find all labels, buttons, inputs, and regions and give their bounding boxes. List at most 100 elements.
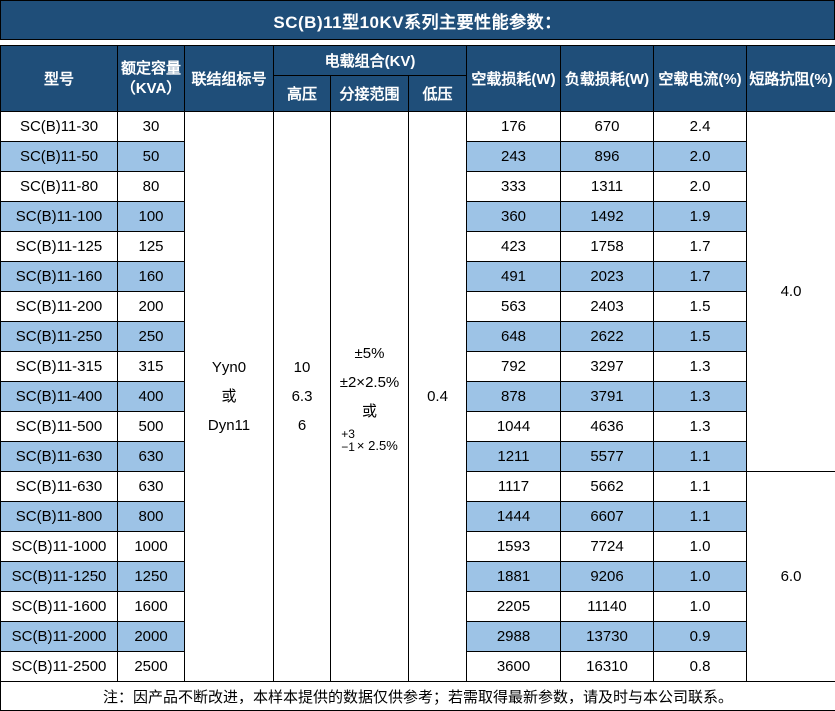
- merged-cell-line: ±2×2.5%: [339, 374, 400, 391]
- model-cell: SC(B)11-400: [0, 381, 118, 412]
- col-header-capacity-line1: 额定容量: [120, 59, 181, 77]
- model-cell: SC(B)11-160: [0, 261, 118, 292]
- table-row: SC(B)11-160 160 491 2023 1.7: [0, 261, 835, 292]
- capacity-cell: 250: [117, 321, 185, 352]
- model-cell: SC(B)11-200: [0, 291, 118, 322]
- no-load-loss-cell: 648: [466, 321, 561, 352]
- table-row: SC(B)11-2500 2500 3600 16310 0.8: [0, 651, 835, 682]
- no-load-current-cell: 2.0: [653, 171, 747, 202]
- no-load-current-cell: 1.5: [653, 291, 747, 322]
- no-load-current-cell: 1.9: [653, 201, 747, 232]
- load-loss-cell: 3297: [560, 351, 654, 382]
- col-header-load-loss: 负载损耗(W): [560, 45, 654, 112]
- capacity-cell: 800: [117, 501, 185, 532]
- model-cell: SC(B)11-2000: [0, 621, 118, 652]
- impedance-cell: 4.0: [746, 111, 835, 472]
- low-voltage-cell: 0.4: [408, 111, 467, 682]
- load-loss-cell: 2403: [560, 291, 654, 322]
- tap-range-stacked: +3 −1 × 2.5%: [332, 428, 408, 454]
- load-loss-cell: 7724: [560, 531, 654, 562]
- capacity-cell: 2000: [117, 621, 185, 652]
- no-load-current-cell: 1.3: [653, 351, 747, 382]
- table-row: SC(B)11-250 250 648 2622 1.5: [0, 321, 835, 352]
- capacity-cell: 2500: [117, 651, 185, 682]
- no-load-current-cell: 1.7: [653, 261, 747, 292]
- no-load-loss-cell: 1444: [466, 501, 561, 532]
- no-load-current-cell: 1.1: [653, 471, 747, 502]
- no-load-loss-cell: 333: [466, 171, 561, 202]
- no-load-loss-cell: 2205: [466, 591, 561, 622]
- performance-parameters-table: 型号 额定容量 （KVA） 联结组标号 电载组合(KV) 空载损耗(W) 负载损…: [0, 45, 835, 711]
- no-load-current-cell: 1.3: [653, 411, 747, 442]
- capacity-cell: 1600: [117, 591, 185, 622]
- model-cell: SC(B)11-80: [0, 171, 118, 202]
- capacity-cell: 500: [117, 411, 185, 442]
- no-load-current-cell: 0.9: [653, 621, 747, 652]
- col-header-low-voltage: 低压: [408, 75, 467, 112]
- load-loss-cell: 6607: [560, 501, 654, 532]
- no-load-current-cell: 0.8: [653, 651, 747, 682]
- table-row: SC(B)11-2000 2000 2988 13730 0.9: [0, 621, 835, 652]
- load-loss-cell: 13730: [560, 621, 654, 652]
- no-load-current-cell: 1.1: [653, 501, 747, 532]
- load-loss-cell: 5662: [560, 471, 654, 502]
- tap-stack-suffix: × 2.5%: [356, 438, 398, 453]
- no-load-loss-cell: 563: [466, 291, 561, 322]
- high-voltage-cell: 10 6.3 6: [273, 111, 331, 682]
- load-loss-cell: 1758: [560, 231, 654, 262]
- tap-stack-bottom: −1: [341, 440, 355, 454]
- table-body: SC(B)11-30 30 Yyn0 或 Dyn11 10 6.3 6 ±5% ±2×2.5% 或 +…: [0, 111, 835, 682]
- capacity-cell: 100: [117, 201, 185, 232]
- model-cell: SC(B)11-250: [0, 321, 118, 352]
- merged-cell-line: 10: [293, 359, 311, 376]
- col-header-no-load-current: 空载电流(%): [653, 45, 747, 112]
- capacity-cell: 160: [117, 261, 185, 292]
- capacity-cell: 200: [117, 291, 185, 322]
- no-load-loss-cell: 792: [466, 351, 561, 382]
- no-load-current-cell: 2.4: [653, 111, 747, 142]
- table-row: SC(B)11-800 800 1444 6607 1.1: [0, 501, 835, 532]
- load-loss-cell: 670: [560, 111, 654, 142]
- capacity-cell: 80: [117, 171, 185, 202]
- capacity-cell: 400: [117, 381, 185, 412]
- capacity-cell: 630: [117, 441, 185, 472]
- table-row: SC(B)11-630 630 1117 5662 1.1 6.0: [0, 471, 835, 682]
- table-row: SC(B)11-1000 1000 1593 7724 1.0: [0, 531, 835, 562]
- load-loss-cell: 9206: [560, 561, 654, 592]
- model-cell: SC(B)11-125: [0, 231, 118, 262]
- table-row: SC(B)11-50 50 243 896 2.0: [0, 141, 835, 172]
- col-header-model: 型号: [0, 45, 118, 112]
- no-load-loss-cell: 1881: [466, 561, 561, 592]
- no-load-loss-cell: 1044: [466, 411, 561, 442]
- model-cell: SC(B)11-1250: [0, 561, 118, 592]
- no-load-current-cell: 1.5: [653, 321, 747, 352]
- merged-cell-line: Dyn11: [207, 417, 251, 434]
- model-cell: SC(B)11-50: [0, 141, 118, 172]
- merged-cell-line: 6: [297, 417, 307, 434]
- load-loss-cell: 2622: [560, 321, 654, 352]
- no-load-loss-cell: 2988: [466, 621, 561, 652]
- load-loss-cell: 4636: [560, 411, 654, 442]
- no-load-loss-cell: 491: [466, 261, 561, 292]
- capacity-cell: 125: [117, 231, 185, 262]
- model-cell: SC(B)11-800: [0, 501, 118, 532]
- no-load-loss-cell: 176: [466, 111, 561, 142]
- no-load-loss-cell: 243: [466, 141, 561, 172]
- impedance-cell: 6.0: [746, 471, 835, 682]
- footer-note: 注：因产品不断改进，本样本提供的数据仅供参考；若需取得最新参数，请及时与本公司联…: [0, 681, 835, 711]
- merged-cell-line: 或: [221, 388, 237, 405]
- col-header-connection-group: 联结组标号: [184, 45, 274, 112]
- col-header-tap-range: 分接范围: [330, 75, 409, 112]
- table-row: SC(B)11-315 315 792 3297 1.3: [0, 351, 835, 382]
- model-cell: SC(B)11-100: [0, 201, 118, 232]
- capacity-cell: 1000: [117, 531, 185, 562]
- model-cell: SC(B)11-1600: [0, 591, 118, 622]
- no-load-loss-cell: 1593: [466, 531, 561, 562]
- model-cell: SC(B)11-315: [0, 351, 118, 382]
- merged-cell-line: 或: [361, 403, 377, 420]
- model-cell: SC(B)11-630: [0, 441, 118, 472]
- load-loss-cell: 11140: [560, 591, 654, 622]
- no-load-loss-cell: 1117: [466, 471, 561, 502]
- no-load-loss-cell: 3600: [466, 651, 561, 682]
